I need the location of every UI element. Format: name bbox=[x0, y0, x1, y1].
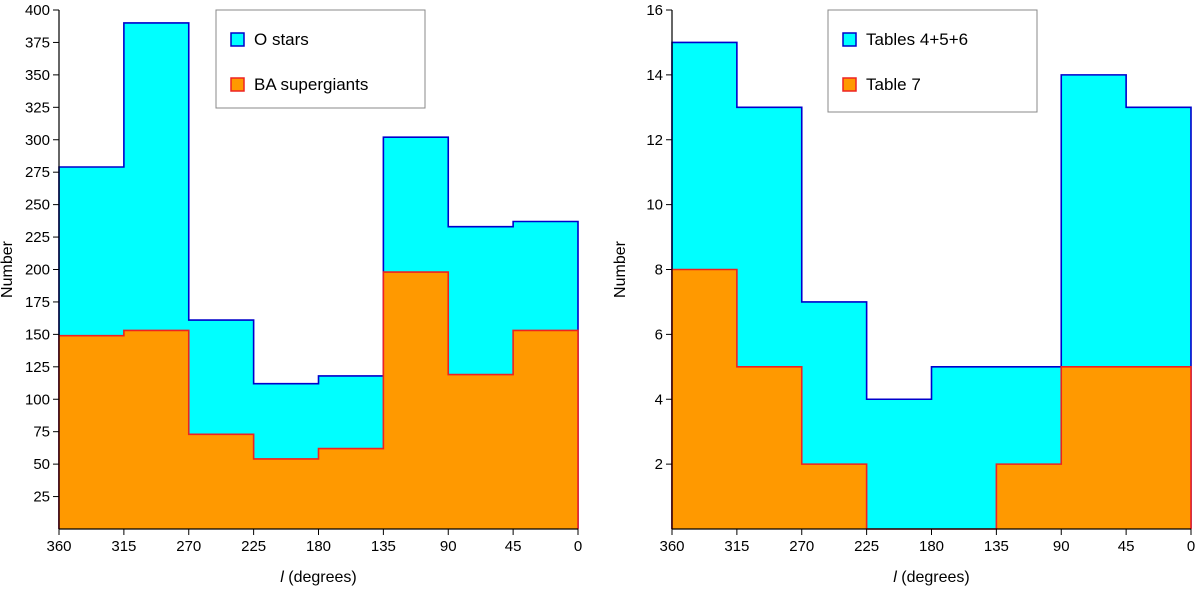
legend: O stars BA supergiants bbox=[215, 9, 426, 109]
x-tick-label: 135 bbox=[984, 538, 1009, 555]
y-tick-label: 25 bbox=[33, 489, 50, 506]
y-tick-label: 275 bbox=[25, 164, 50, 181]
y-tick-label: 10 bbox=[646, 197, 663, 214]
x-axis-label: l (degrees) bbox=[280, 569, 356, 586]
x-tick-label: 270 bbox=[789, 538, 814, 555]
x-tick-label: 360 bbox=[659, 538, 684, 555]
legend-swatch bbox=[230, 32, 245, 47]
y-tick-label: 6 bbox=[655, 326, 663, 343]
x-tick-label: 45 bbox=[505, 538, 522, 555]
y-tick-label: 150 bbox=[25, 326, 50, 343]
x-tick-label: 225 bbox=[241, 538, 266, 555]
series-outline-ba-supergiants bbox=[58, 271, 579, 529]
y-tick-label: 125 bbox=[25, 359, 50, 376]
x-tick-label: 90 bbox=[440, 538, 457, 555]
x-tick-label: 45 bbox=[1118, 538, 1135, 555]
x-tick-label: 180 bbox=[919, 538, 944, 555]
x-tick-label: 0 bbox=[574, 538, 582, 555]
y-tick-label: 200 bbox=[25, 262, 50, 279]
x-tick-label: 315 bbox=[111, 538, 136, 555]
y-tick-label: 250 bbox=[25, 197, 50, 214]
y-tick-label: 12 bbox=[646, 132, 663, 149]
x-tick-label: 225 bbox=[854, 538, 879, 555]
x-tick-label: 135 bbox=[371, 538, 396, 555]
y-tick-label: 16 bbox=[646, 2, 663, 19]
legend-swatch bbox=[230, 77, 245, 92]
y-tick-label: 8 bbox=[655, 262, 663, 279]
x-tick-label: 360 bbox=[46, 538, 71, 555]
y-tick-label: 175 bbox=[25, 294, 50, 311]
y-tick-label: 325 bbox=[25, 99, 50, 116]
y-tick-label: 300 bbox=[25, 132, 50, 149]
x-tick-label: 315 bbox=[724, 538, 749, 555]
x-tick-label: 0 bbox=[1187, 538, 1195, 555]
chart-panel-left: 360 315 270 225 180 135 90 45 0 25 50 75 100 125 150 17… bbox=[0, 2, 582, 586]
legend-swatch bbox=[842, 32, 857, 47]
x-tick-label: 90 bbox=[1053, 538, 1070, 555]
y-tick-label: 75 bbox=[33, 424, 50, 441]
legend: Tables 4+5+6 Table 7 bbox=[827, 9, 1038, 113]
x-axis-label: l (degrees) bbox=[893, 569, 969, 586]
y-tick-label: 350 bbox=[25, 67, 50, 84]
y-axis-label: Number bbox=[612, 240, 629, 298]
y-tick-label: 14 bbox=[646, 67, 663, 84]
y-tick-label: 225 bbox=[25, 229, 50, 246]
x-tick-label: 180 bbox=[306, 538, 331, 555]
legend-box bbox=[827, 9, 1038, 113]
y-tick-label: 100 bbox=[25, 391, 50, 408]
series-outline-o-stars bbox=[58, 22, 579, 529]
y-axis-label: Number bbox=[0, 240, 16, 298]
legend-box bbox=[215, 9, 426, 109]
legend-label: O stars bbox=[254, 30, 309, 49]
legend-label: BA supergiants bbox=[254, 75, 368, 94]
y-tick-label: 375 bbox=[25, 34, 50, 51]
x-tick-label: 270 bbox=[176, 538, 201, 555]
y-tick-label: 50 bbox=[33, 456, 50, 473]
legend-label: Tables 4+5+6 bbox=[866, 30, 968, 49]
series-outline-tables-4-5-6 bbox=[671, 41, 1192, 529]
y-tick-label: 2 bbox=[655, 456, 663, 473]
legend-label: Table 7 bbox=[866, 75, 921, 94]
legend-swatch bbox=[842, 77, 857, 92]
y-tick-label: 4 bbox=[655, 391, 663, 408]
chart-panel-right: 360 315 270 225 180 135 90 45 0 2 4 6 8 10 12 14 16 l (de… bbox=[612, 2, 1195, 586]
y-tick-label: 400 bbox=[25, 2, 50, 19]
